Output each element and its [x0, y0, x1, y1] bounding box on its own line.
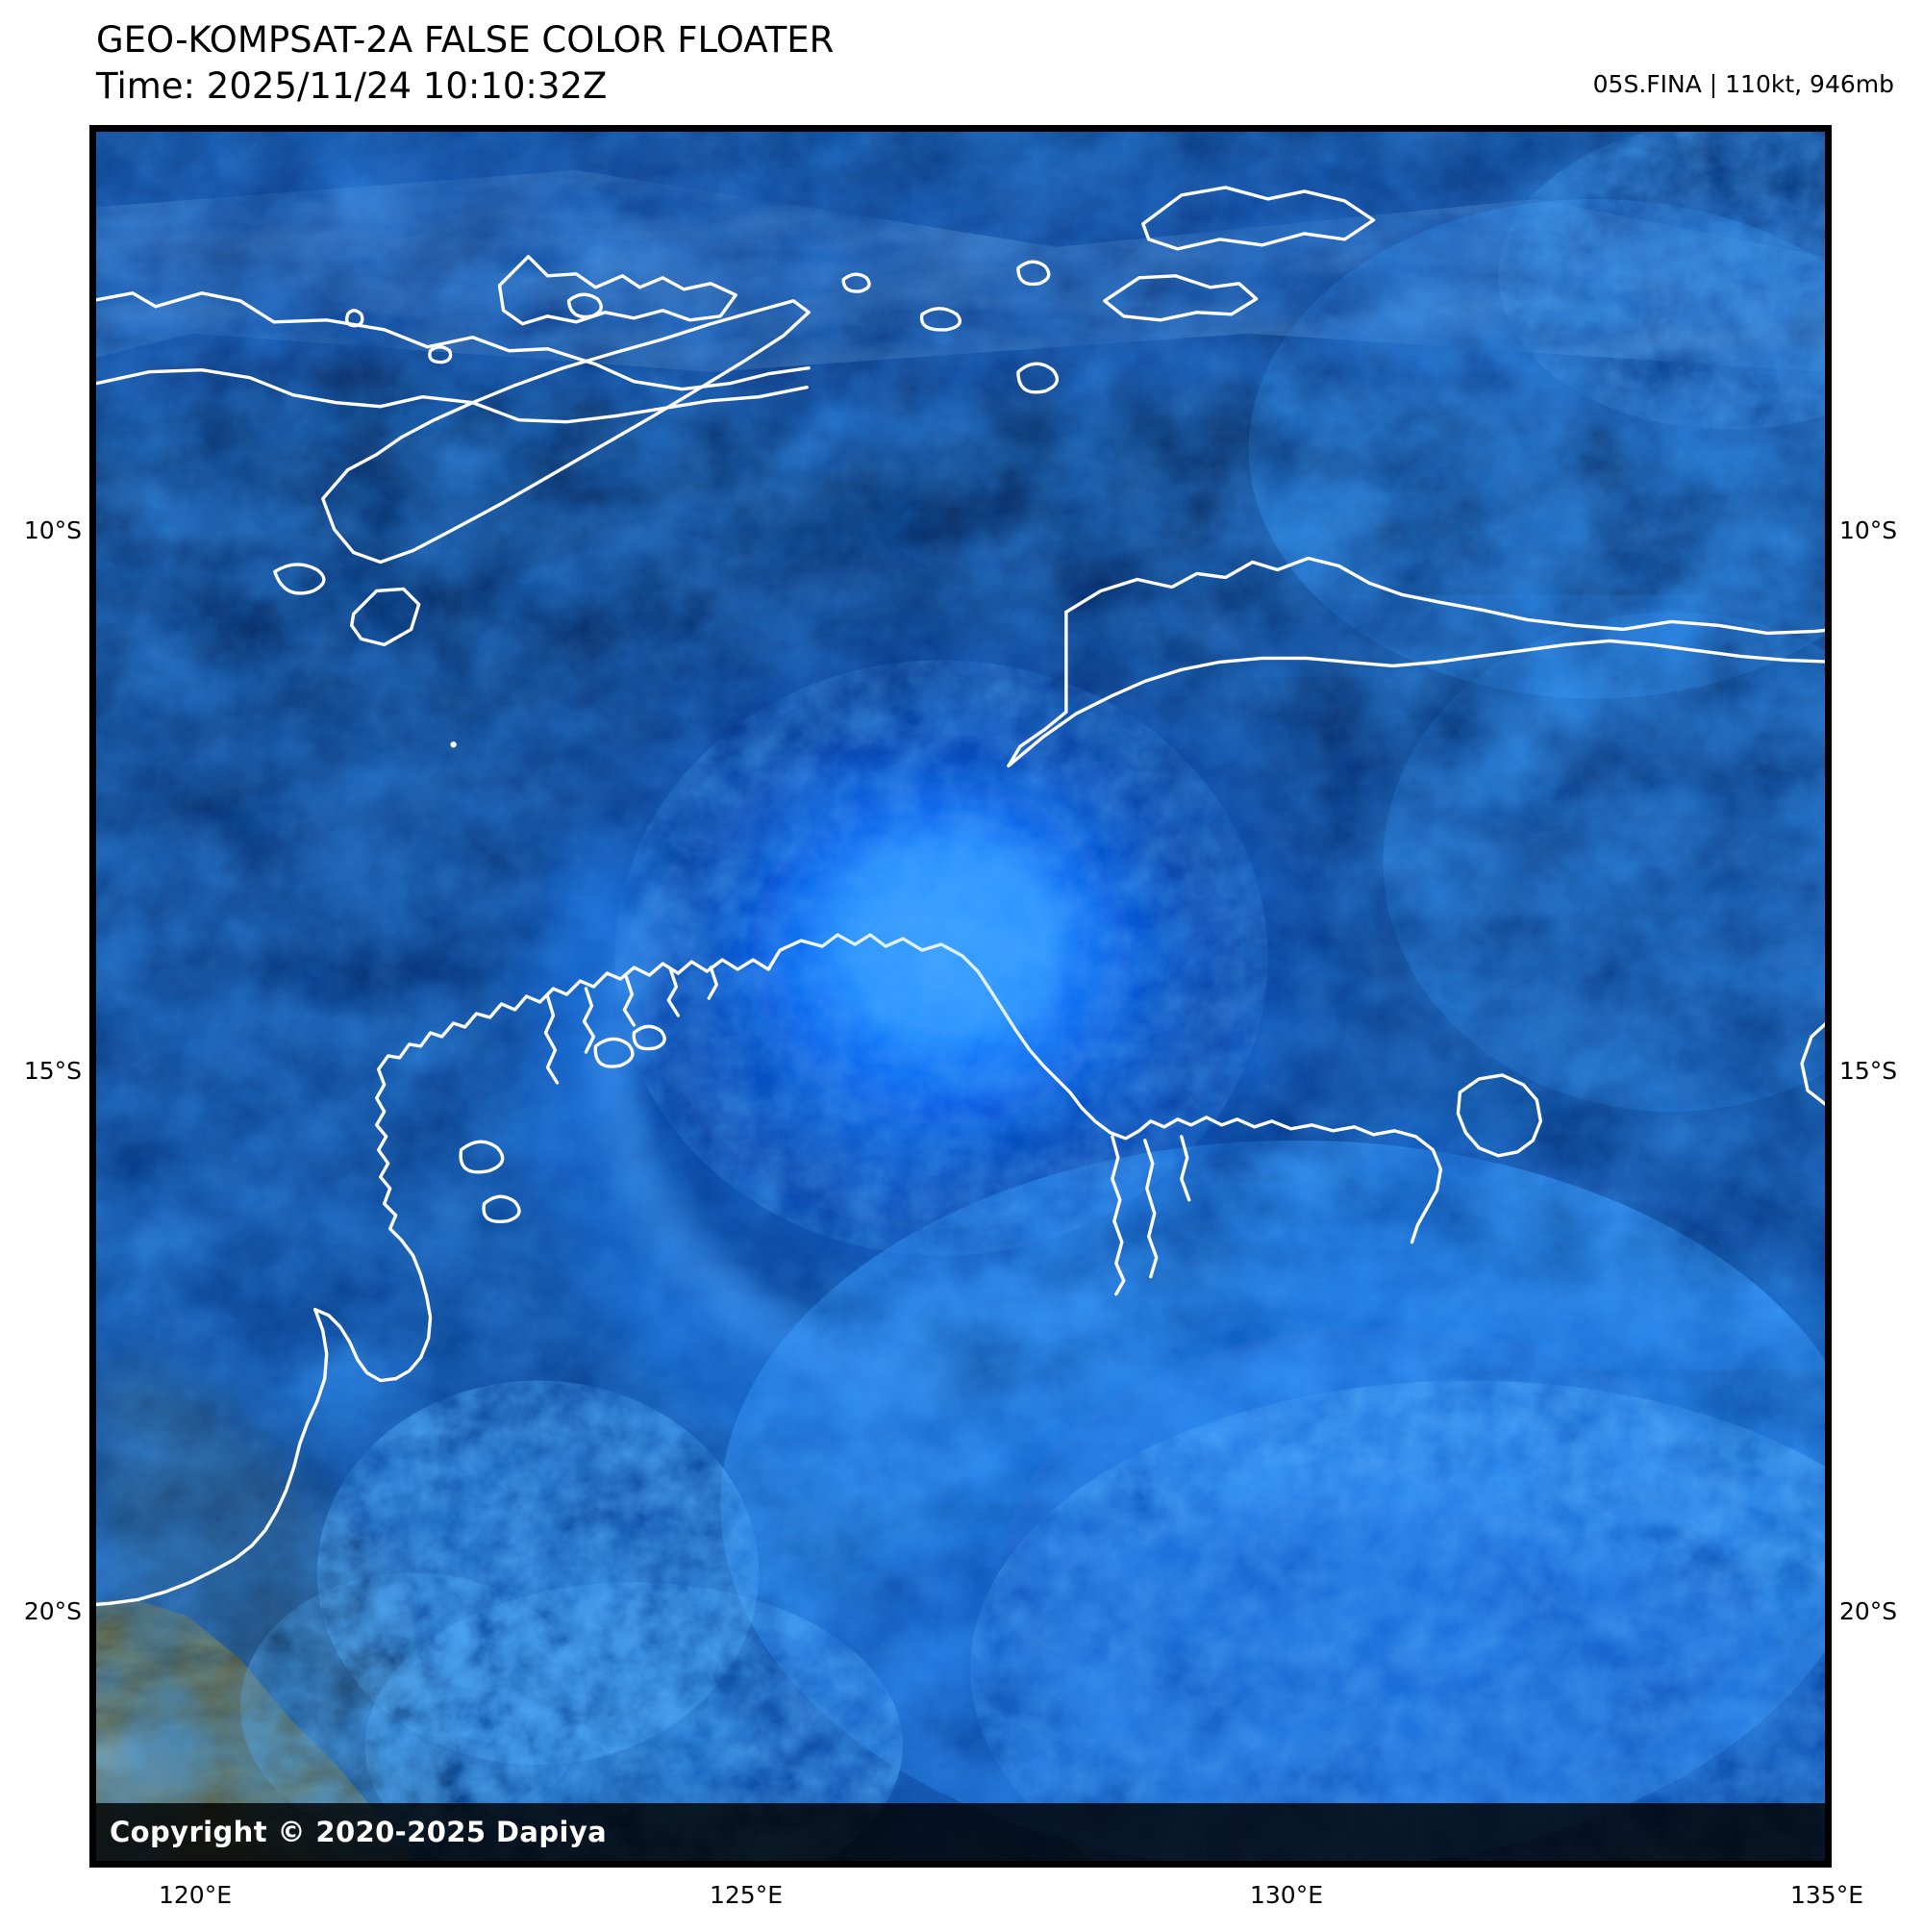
coastline-new-guinea-south: [1007, 639, 1825, 767]
coastline-overlay: [96, 186, 1825, 1607]
coastline-rote: [273, 563, 326, 595]
coastline-kai: [1103, 274, 1259, 322]
coastline-bay-b: [582, 987, 596, 1054]
storm-info-label: 05S.FINA | 110kt, 946mb: [1592, 70, 1894, 98]
coastline-cape-south: [1410, 1135, 1443, 1244]
islet-d: [1016, 260, 1051, 287]
lon-tick-0: 120°E: [158, 1881, 232, 1909]
coastline-tanimbar-north: [1141, 186, 1376, 251]
pixel-dot-marker: [450, 741, 457, 748]
coastline-offshore-island-d: [482, 1194, 521, 1224]
title-block: GEO-KOMPSAT-2A FALSE COLOR FLOATER Time:…: [96, 17, 834, 110]
coastline-bay-c: [622, 975, 637, 1027]
lat-tick-right-1: 15°S: [1839, 1057, 1898, 1085]
coastline-offshore-island-b: [632, 1024, 666, 1051]
timestamp-label: Time: 2025/11/24 10:10:32Z: [96, 65, 608, 107]
coastline-right-edge-island: [1800, 1021, 1825, 1106]
cdo-overlay-haze: [802, 818, 1090, 1068]
lat-tick-right-2: 20°S: [1839, 1597, 1898, 1625]
islet-f: [841, 272, 871, 293]
coastline-new-guinea-west-link: [1007, 610, 1068, 767]
coastline-flores-alor: [497, 255, 737, 326]
copyright-text: Copyright © 2020-2025 Dapiya: [110, 1816, 608, 1848]
lat-tick-left-1: 15°S: [23, 1057, 82, 1085]
lon-tick-1: 125°E: [709, 1881, 783, 1909]
coastline-kimberley-north: [376, 958, 770, 1071]
islet-c: [566, 292, 603, 319]
coastline-gulf-carpentaria-west: [1109, 1116, 1418, 1141]
coastline-sawu: [350, 587, 421, 647]
coastline-darwin-peninsula: [1111, 1135, 1126, 1296]
islet-g: [919, 307, 962, 332]
coastline-west-australia: [96, 1307, 329, 1607]
coastline-lesser-sunda-north: [96, 291, 811, 391]
coastline-bay-e: [707, 966, 718, 1000]
copyright-overlay: Copyright © 2020-2025 Dapiya: [96, 1803, 1825, 1861]
lon-tick-3: 135°E: [1789, 1881, 1863, 1909]
islet-b: [428, 345, 453, 364]
lon-tick-2: 130°E: [1249, 1881, 1323, 1909]
header: GEO-KOMPSAT-2A FALSE COLOR FLOATER Time:…: [0, 0, 1923, 130]
coastline-island-east: [1456, 1073, 1543, 1158]
islet-a: [345, 309, 364, 328]
coastline-offshore-island-c: [459, 1140, 505, 1174]
coastline-king-sound: [313, 1307, 398, 1383]
lat-tick-left-0: 10°S: [23, 516, 82, 544]
coastline-inlet-b: [1180, 1135, 1191, 1202]
page-title: GEO-KOMPSAT-2A FALSE COLOR FLOATER: [96, 19, 835, 61]
satellite-image-frame: Copyright © 2020-2025 Dapiya: [89, 125, 1832, 1868]
coastline-inlet-a: [1143, 1139, 1159, 1279]
coastline-dampier-peninsula: [393, 1239, 433, 1381]
coastline-bay-d: [666, 967, 681, 1017]
lat-tick-right-0: 10°S: [1839, 516, 1898, 544]
coastline-new-guinea-north: [1064, 556, 1825, 636]
satellite-imagery: [96, 132, 1825, 1861]
coastline-lesser-sunda-south: [96, 368, 809, 424]
lat-tick-left-2: 20°S: [23, 1597, 82, 1625]
coastline-offshore-island-a: [593, 1037, 635, 1068]
coastline-kimberley-west: [374, 1067, 404, 1242]
coastline-bay-a: [543, 994, 560, 1085]
islet-e: [1016, 362, 1060, 394]
coastline-timor: [321, 299, 811, 565]
